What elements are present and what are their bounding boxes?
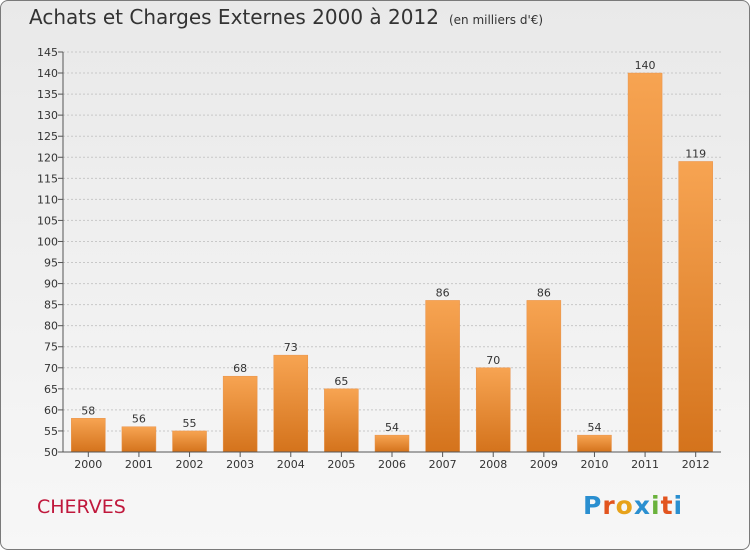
y-tick-label: 55 [44,425,58,438]
data-label: 70 [486,354,500,367]
data-label: 86 [537,286,551,299]
y-tick-label: 80 [44,320,58,333]
data-label: 65 [334,375,348,388]
x-tick-label: 2011 [631,458,659,471]
y-tick-label: 110 [37,193,58,206]
chart-title-text: Achats et Charges Externes 2000 à 2012 [29,5,439,29]
y-tick-label: 95 [44,257,58,270]
bars [71,72,713,453]
x-tick-label: 2001 [125,458,153,471]
data-label: 68 [233,362,247,375]
y-tick-label: 85 [44,299,58,312]
y-tick-label: 135 [37,88,58,101]
data-label: 140 [635,59,656,72]
x-tick-label: 2004 [277,458,305,471]
bar-2000 [71,418,106,453]
data-label: 119 [685,147,706,160]
logo-letter: i [651,491,661,520]
logo-letter: o [615,491,634,520]
logo-letter: P [583,491,603,520]
bar-2002 [172,430,207,453]
y-axis: 50 55 60 65 70 75 80 85 90 95 100 105 110 115 120 125 13… [37,46,64,459]
y-tick-label: 75 [44,341,58,354]
y-tick-label: 90 [44,278,58,291]
y-tick-label: 50 [44,446,58,459]
x-tick-label: 2002 [176,458,204,471]
y-tick-label: 125 [37,130,58,143]
y-tick-label: 100 [37,235,58,248]
grid-lines [63,51,721,453]
y-tick-label: 65 [44,383,58,396]
bar-2011 [627,72,663,453]
y-tick-label: 60 [44,404,58,417]
place-name: CHERVES [37,496,126,518]
bar-2001 [121,426,157,453]
logo-letter: r [602,491,616,520]
x-tick-label: 2000 [74,458,102,471]
data-labels: 58 56 55 68 73 65 54 86 70 86 54 140 119 [81,59,706,434]
proxiti-logo: Proxiti [583,491,683,520]
x-axis: 2000 2001 2002 2003 2004 2005 2006 2007 2008 2009… [63,451,721,471]
bar-2003 [222,375,258,453]
logo-letter: t [660,491,674,520]
y-tick-label: 140 [37,67,58,80]
x-tick-label: 2012 [682,458,710,471]
data-label: 54 [587,421,601,434]
x-tick-label: 2008 [479,458,507,471]
chart-title: Achats et Charges Externes 2000 à 2012 (e… [29,5,543,29]
data-label: 55 [183,417,197,430]
data-label: 86 [436,286,450,299]
data-label: 54 [385,421,399,434]
x-tick-label: 2006 [378,458,406,471]
chart-unit: (en milliers d'€) [448,13,544,27]
bar-2008 [475,367,511,453]
bar-2004 [273,354,309,453]
bar-2007 [425,300,460,453]
y-tick-label: 70 [44,362,58,375]
x-tick-label: 2003 [226,458,254,471]
x-tick-label: 2009 [530,458,558,471]
x-tick-label: 2005 [327,458,355,471]
y-tick-label: 115 [37,172,58,185]
y-tick-label: 130 [37,109,58,122]
y-tick-label: 120 [37,151,58,164]
data-label: 73 [284,341,298,354]
bar-2005 [324,388,359,453]
x-tick-label: 2010 [580,458,608,471]
logo-letter: x [633,491,651,520]
y-tick-label: 105 [37,214,58,227]
x-tick-label: 2007 [429,458,457,471]
bar-2012 [678,161,713,453]
data-label: 56 [132,413,146,426]
logo-letter: i [673,491,684,520]
data-label: 58 [81,404,95,417]
bar-2010 [577,434,612,453]
y-tick-label: 145 [37,46,58,59]
bar-2006 [374,434,410,453]
bar-2009 [526,300,562,453]
